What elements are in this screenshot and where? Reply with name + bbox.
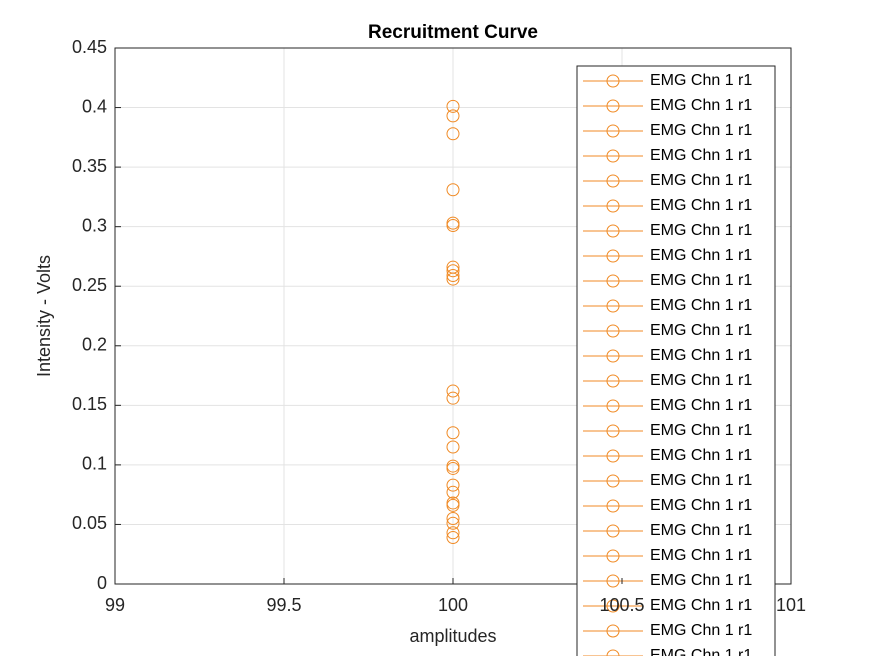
y-tick-label: 0.1 <box>82 454 107 474</box>
legend-marker <box>606 499 620 513</box>
y-tick-label: 0.3 <box>82 215 107 235</box>
legend-marker <box>606 74 620 88</box>
marker <box>446 526 460 540</box>
legend-marker <box>606 249 620 263</box>
legend-label: EMG Chn 1 r1 <box>650 97 752 114</box>
legend-label: EMG Chn 1 r1 <box>650 147 752 164</box>
legend-marker <box>606 149 620 163</box>
legend-label: EMG Chn 1 r1 <box>650 447 752 464</box>
legend-marker <box>606 524 620 538</box>
legend-label: EMG Chn 1 r1 <box>650 297 752 314</box>
legend-marker <box>606 124 620 138</box>
legend-label: EMG Chn 1 r1 <box>650 347 752 364</box>
legend-label: EMG Chn 1 r1 <box>650 522 752 539</box>
y-tick-label: 0.45 <box>72 37 107 57</box>
marker <box>446 269 460 283</box>
x-tick-label: 101 <box>776 595 806 615</box>
legend-marker <box>606 374 620 388</box>
marker <box>446 183 460 197</box>
y-tick-label: 0.35 <box>72 156 107 176</box>
marker <box>446 531 460 545</box>
marker <box>446 440 460 454</box>
marker <box>446 109 460 123</box>
legend-marker <box>606 349 620 363</box>
legend-marker <box>606 174 620 188</box>
marker <box>446 264 460 278</box>
x-tick-label: 99.5 <box>266 595 301 615</box>
legend-marker <box>606 299 620 313</box>
legend-marker <box>606 574 620 588</box>
chart-title: Recruitment Curve <box>368 22 538 43</box>
marker <box>446 272 460 286</box>
legend-marker <box>606 649 620 656</box>
marker <box>446 384 460 398</box>
legend-label: EMG Chn 1 r1 <box>650 197 752 214</box>
legend-marker <box>606 274 620 288</box>
marker <box>446 478 460 492</box>
marker <box>446 426 460 440</box>
marker <box>446 218 460 232</box>
legend-marker <box>606 549 620 563</box>
legend-marker <box>606 99 620 113</box>
x-tick-label: 99 <box>105 595 125 615</box>
legend-marker <box>606 224 620 238</box>
legend-label: EMG Chn 1 r1 <box>650 172 752 189</box>
legend-label: EMG Chn 1 r1 <box>650 472 752 489</box>
marker <box>446 516 460 530</box>
legend-label: EMG Chn 1 r1 <box>650 322 752 339</box>
legend-marker <box>606 624 620 638</box>
legend-label: EMG Chn 1 r1 <box>650 397 752 414</box>
y-axis-label: Intensity - Volts <box>34 255 54 377</box>
legend-label: EMG Chn 1 r1 <box>650 72 752 89</box>
legend-label: EMG Chn 1 r1 <box>650 222 752 239</box>
y-tick-label: 0.25 <box>72 275 107 295</box>
legend-label: EMG Chn 1 r1 <box>650 647 752 656</box>
legend-marker <box>606 474 620 488</box>
y-tick-label: 0.15 <box>72 394 107 414</box>
x-tick-label: 100.5 <box>599 595 644 615</box>
y-tick-label: 0 <box>97 573 107 593</box>
legend-marker <box>606 449 620 463</box>
marker <box>446 485 460 499</box>
legend-marker <box>606 424 620 438</box>
legend-label: EMG Chn 1 r1 <box>650 372 752 389</box>
x-tick-label: 100 <box>438 595 468 615</box>
legend-label: EMG Chn 1 r1 <box>650 597 752 614</box>
plot-area <box>446 99 460 545</box>
legend-label: EMG Chn 1 r1 <box>650 622 752 639</box>
marker <box>446 461 460 475</box>
legend-label: EMG Chn 1 r1 <box>650 272 752 289</box>
marker <box>446 498 460 512</box>
y-tick-label: 0.05 <box>72 513 107 533</box>
x-axis-label: amplitudes <box>409 626 496 646</box>
legend-marker <box>606 199 620 213</box>
legend-label: EMG Chn 1 r1 <box>650 422 752 439</box>
legend-label: EMG Chn 1 r1 <box>650 572 752 589</box>
y-tick-label: 0.2 <box>82 335 107 355</box>
y-tick-label: 0.4 <box>82 96 107 116</box>
marker <box>446 391 460 405</box>
legend-label: EMG Chn 1 r1 <box>650 122 752 139</box>
legend-label: EMG Chn 1 r1 <box>650 497 752 514</box>
marker <box>446 99 460 113</box>
marker <box>446 511 460 525</box>
legend-marker <box>606 399 620 413</box>
marker <box>446 127 460 141</box>
legend-label: EMG Chn 1 r1 <box>650 547 752 564</box>
legend-marker <box>606 324 620 338</box>
legend: EMG Chn 1 r1 EMG Chn 1 r1 EMG Chn 1 r1 EMG … <box>576 65 776 656</box>
legend-marker <box>606 599 620 613</box>
legend-label: EMG Chn 1 r1 <box>650 247 752 264</box>
